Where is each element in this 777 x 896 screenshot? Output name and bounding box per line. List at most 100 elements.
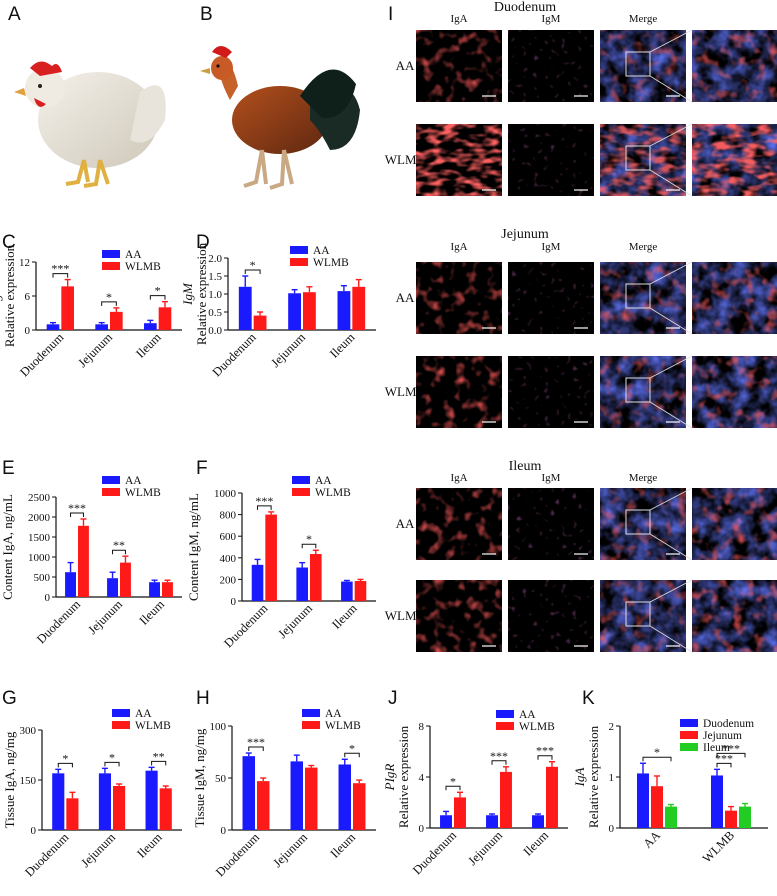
legend-swatch	[112, 721, 130, 729]
row-label-1-1: WLMB	[385, 384, 426, 399]
bar-aa	[95, 324, 108, 330]
sig-label: *	[62, 751, 68, 765]
row-label-2-0: AA	[396, 516, 415, 531]
zoom-box	[625, 601, 651, 627]
bar-wlmb	[158, 307, 172, 330]
bar-aa	[440, 815, 452, 828]
column-header-2-2: Merge	[629, 472, 658, 484]
sig-label: ***	[255, 494, 273, 508]
micrograph-grid: Duodenum IgA IgM Merge AA WLMB Jejunum IgA IgM Me…	[385, 0, 777, 653]
bar-aa	[242, 756, 255, 830]
y-tick-label: 1.5	[208, 271, 222, 283]
legend-swatch	[290, 258, 308, 266]
category-label: Ileum	[133, 330, 164, 361]
legend-swatch	[102, 250, 120, 258]
y-tick-label: 2.0	[208, 253, 222, 265]
panel-letter-j: J	[388, 688, 398, 709]
sig-bracket	[244, 269, 261, 274]
sig-label: ***	[51, 262, 69, 276]
zoom-box	[625, 145, 651, 171]
bar-wlmb	[159, 788, 172, 830]
legend-label: AA	[135, 708, 152, 720]
merge-iga-overlay	[692, 488, 777, 560]
row-label-0-0: AA	[396, 58, 415, 73]
category-label: Jejunum	[85, 597, 125, 637]
legend-swatch	[680, 719, 698, 727]
zoom-line	[649, 487, 693, 511]
y-axis-label: Tissue IgM, ng/mg	[192, 728, 207, 827]
legend-swatch	[102, 262, 120, 270]
merge-iga-overlay	[600, 124, 686, 196]
y-tick-label: 1500	[28, 532, 51, 544]
bar-aa	[251, 564, 264, 601]
bar-aa	[149, 582, 160, 597]
category-label: Duodenum	[34, 597, 83, 646]
legend-label: Jejunum	[703, 730, 742, 742]
igm-signal	[508, 262, 594, 334]
category-label: WLMB	[700, 828, 737, 865]
sig-label: *	[450, 774, 456, 788]
legend-swatch	[680, 743, 698, 751]
merge-iga-overlay	[692, 356, 777, 428]
iga-signal	[416, 262, 502, 334]
panel-letter-k: K	[582, 688, 595, 709]
sig-bracket	[491, 760, 507, 765]
sig-label: ***	[247, 735, 265, 749]
sig-label: ***	[722, 741, 740, 755]
sig-label: *	[250, 258, 256, 272]
legend-label: WLMB	[125, 487, 161, 499]
panel-letter-b: B	[200, 4, 213, 25]
y-tick-label: 0	[609, 823, 615, 835]
gene-label: PIgR	[382, 764, 397, 792]
panel-letter-c: C	[2, 232, 16, 253]
sig-bracket	[112, 549, 126, 555]
category-label: Duodenum	[213, 830, 262, 879]
panel-letter-d: D	[196, 232, 210, 253]
y-tick-label: 1000	[214, 488, 237, 500]
bar-aa	[98, 773, 111, 830]
zoom-line	[649, 123, 693, 147]
chart-f: 0 200 400 600 800 1000 Content IgM, ng/mL Duode…	[186, 475, 376, 650]
bar-wlmb	[500, 771, 512, 828]
sig-label: ***	[68, 501, 86, 515]
bar-wlmb	[546, 766, 558, 828]
zoom-box	[625, 509, 651, 535]
category-label: Duodenum	[17, 330, 66, 379]
iga-signal	[416, 356, 502, 428]
legend-label: AA	[325, 708, 342, 720]
section-title-0: Duodenum	[494, 0, 556, 15]
y-tick-label: 0	[25, 325, 31, 337]
panel-letter-a: A	[8, 4, 21, 25]
gene-label: IgA	[0, 287, 3, 307]
row-label-2-1: WLMB	[385, 608, 426, 623]
legend-label: WLMB	[125, 261, 161, 273]
bar-aa	[341, 581, 353, 601]
y-axis-label: Tissue IgA, ng/mg	[2, 731, 17, 828]
gene-label: IgM	[180, 282, 195, 306]
column-header-0-0: IgA	[450, 13, 467, 25]
bar-wlmb	[162, 582, 173, 597]
sig-bracket	[642, 756, 672, 762]
panel-letter-e: E	[2, 458, 15, 479]
y-tick-label: 1	[609, 772, 615, 784]
y-tick-label: 0.0	[208, 325, 222, 337]
category-label: Ileum	[137, 597, 168, 628]
category-label: Ileum	[329, 601, 360, 632]
bar-aa	[290, 761, 303, 830]
iga-signal	[416, 124, 502, 196]
y-tick-label: 1.0	[208, 289, 222, 301]
y-tick-label: 2500	[28, 492, 51, 504]
iga-signal	[416, 488, 502, 560]
column-header-0-2: Merge	[629, 13, 658, 25]
legend-label: WLMB	[519, 721, 555, 733]
sig-label: *	[155, 284, 161, 298]
bar-wlmb	[78, 525, 89, 597]
y-tick-label: 0	[45, 592, 51, 604]
category-label: Ileum	[327, 330, 358, 361]
row-label-1-0: AA	[396, 290, 415, 305]
y-tick-label: 6	[25, 291, 31, 303]
legend-swatch	[292, 488, 310, 496]
